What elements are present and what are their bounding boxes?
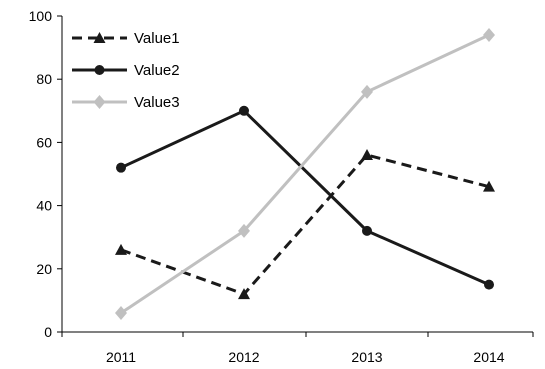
legend: Value1 Value2 Value3	[72, 30, 180, 111]
x-tick-label: 2011	[106, 349, 136, 365]
data-point	[239, 105, 249, 116]
data-point	[483, 180, 495, 192]
data-point	[115, 243, 127, 255]
data-point	[483, 27, 495, 42]
y-tick-label: 80	[36, 71, 52, 87]
legend-label: Value3	[134, 94, 180, 111]
data-point	[116, 162, 126, 173]
y-tick-label: 100	[29, 8, 53, 24]
legend-marker	[93, 32, 106, 43]
legend-label: Value2	[134, 62, 180, 79]
y-tick-label: 40	[36, 198, 52, 214]
legend-item-value3: Value3	[72, 94, 180, 111]
legend-label: Value1	[134, 30, 180, 47]
data-point	[238, 223, 250, 238]
x-tick-label: 2013	[351, 349, 382, 365]
y-tick-label: 0	[44, 324, 52, 340]
series-value3	[115, 27, 495, 321]
data-point	[484, 279, 494, 290]
data-point	[115, 306, 127, 321]
legend-marker	[93, 95, 106, 109]
legend-marker	[94, 65, 105, 75]
data-point	[362, 225, 372, 236]
data-point	[361, 84, 373, 99]
series-line	[120, 109, 490, 286]
legend-item-value1: Value1	[72, 30, 180, 47]
y-tick-label: 60	[36, 134, 52, 150]
data-point	[238, 288, 250, 300]
data-point	[361, 149, 373, 161]
series-group	[115, 27, 495, 321]
axes: 0 20 40 60 80 100 2011 2012 2013 2014	[29, 8, 534, 365]
legend-item-value2: Value2	[72, 62, 180, 79]
x-tick-label: 2012	[228, 349, 259, 365]
series-line	[120, 33, 490, 315]
series-value2	[116, 105, 494, 290]
y-tick-label: 20	[36, 261, 52, 277]
x-tick-label: 2014	[473, 349, 504, 365]
